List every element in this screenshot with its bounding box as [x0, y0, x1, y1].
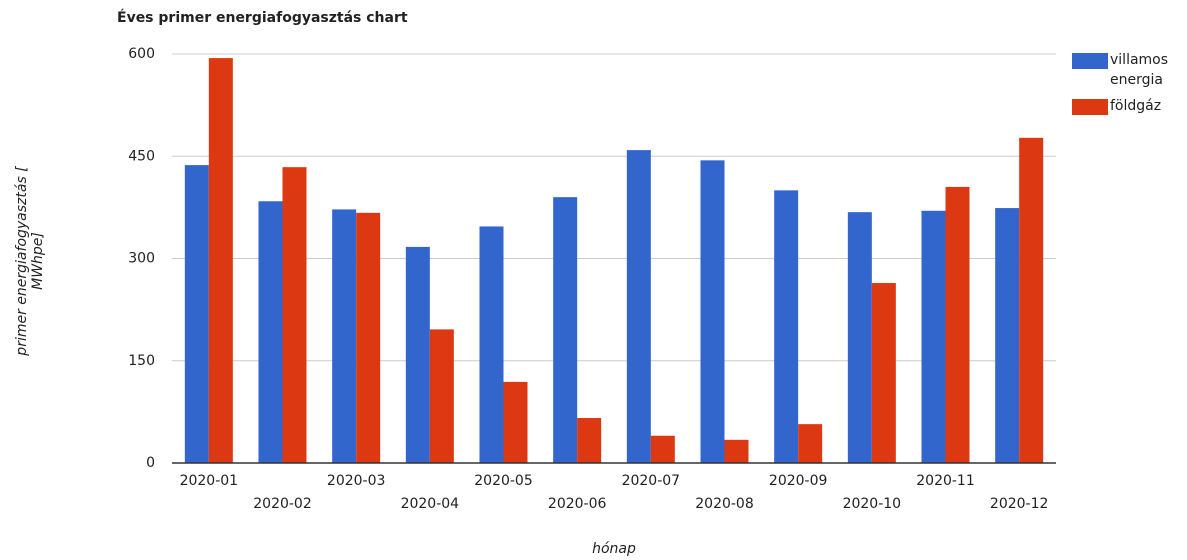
y-tick-label: 0 — [146, 455, 155, 471]
y-tick-label: 450 — [128, 148, 155, 164]
legend-swatch — [1072, 53, 1108, 69]
bar — [1019, 137, 1044, 463]
chart-title: Éves primer energiafogyasztás chart — [117, 9, 408, 26]
x-tick-label: 2020-03 — [327, 473, 386, 489]
bar — [553, 197, 578, 463]
y-tick-label: 300 — [128, 251, 155, 267]
bar — [945, 186, 970, 464]
legend-item: földgáz — [1072, 98, 1187, 116]
bar — [871, 283, 896, 463]
x-tick-label: 2020-01 — [180, 473, 239, 489]
legend-item: villamos energia — [1072, 52, 1187, 90]
x-tick-label: 2020-12 — [990, 496, 1049, 512]
bar — [577, 418, 602, 463]
bar — [258, 201, 283, 464]
bar — [700, 160, 725, 463]
x-tick-label: 2020-11 — [916, 473, 975, 489]
x-tick-label: 2020-02 — [253, 496, 312, 512]
bar — [626, 150, 651, 464]
bar — [724, 439, 749, 463]
x-tick-label: 2020-10 — [843, 496, 902, 512]
x-tick-label: 2020-04 — [401, 496, 460, 512]
bar — [356, 212, 381, 463]
legend-swatch — [1072, 99, 1108, 115]
legend-label: földgáz — [1110, 98, 1162, 114]
bar — [503, 381, 528, 463]
y-tick-label: 600 — [128, 46, 155, 62]
bar — [429, 329, 454, 463]
bar — [847, 212, 872, 463]
y-tick-label: 150 — [128, 353, 155, 369]
x-tick-label: 2020-07 — [622, 473, 681, 489]
bar — [774, 190, 799, 464]
bar — [208, 58, 233, 464]
bar — [798, 424, 823, 463]
bar — [405, 246, 430, 463]
bar — [650, 435, 675, 463]
x-tick-label: 2020-09 — [769, 473, 828, 489]
x-tick-label: 2020-06 — [548, 496, 607, 512]
bar — [332, 209, 357, 463]
bar — [479, 226, 504, 463]
bar — [921, 210, 946, 463]
x-tick-label: 2020-05 — [474, 473, 533, 489]
bar — [995, 208, 1020, 463]
bar — [184, 165, 209, 463]
legend: villamos energia földgáz — [1072, 52, 1187, 124]
legend-label: villamos energia — [1110, 52, 1169, 88]
x-tick-label: 2020-08 — [695, 496, 754, 512]
bar — [282, 167, 307, 463]
x-axis-label: hónap — [592, 541, 636, 557]
y-axis-label: primer energiafogyasztás [ MWhpe] — [14, 166, 46, 356]
